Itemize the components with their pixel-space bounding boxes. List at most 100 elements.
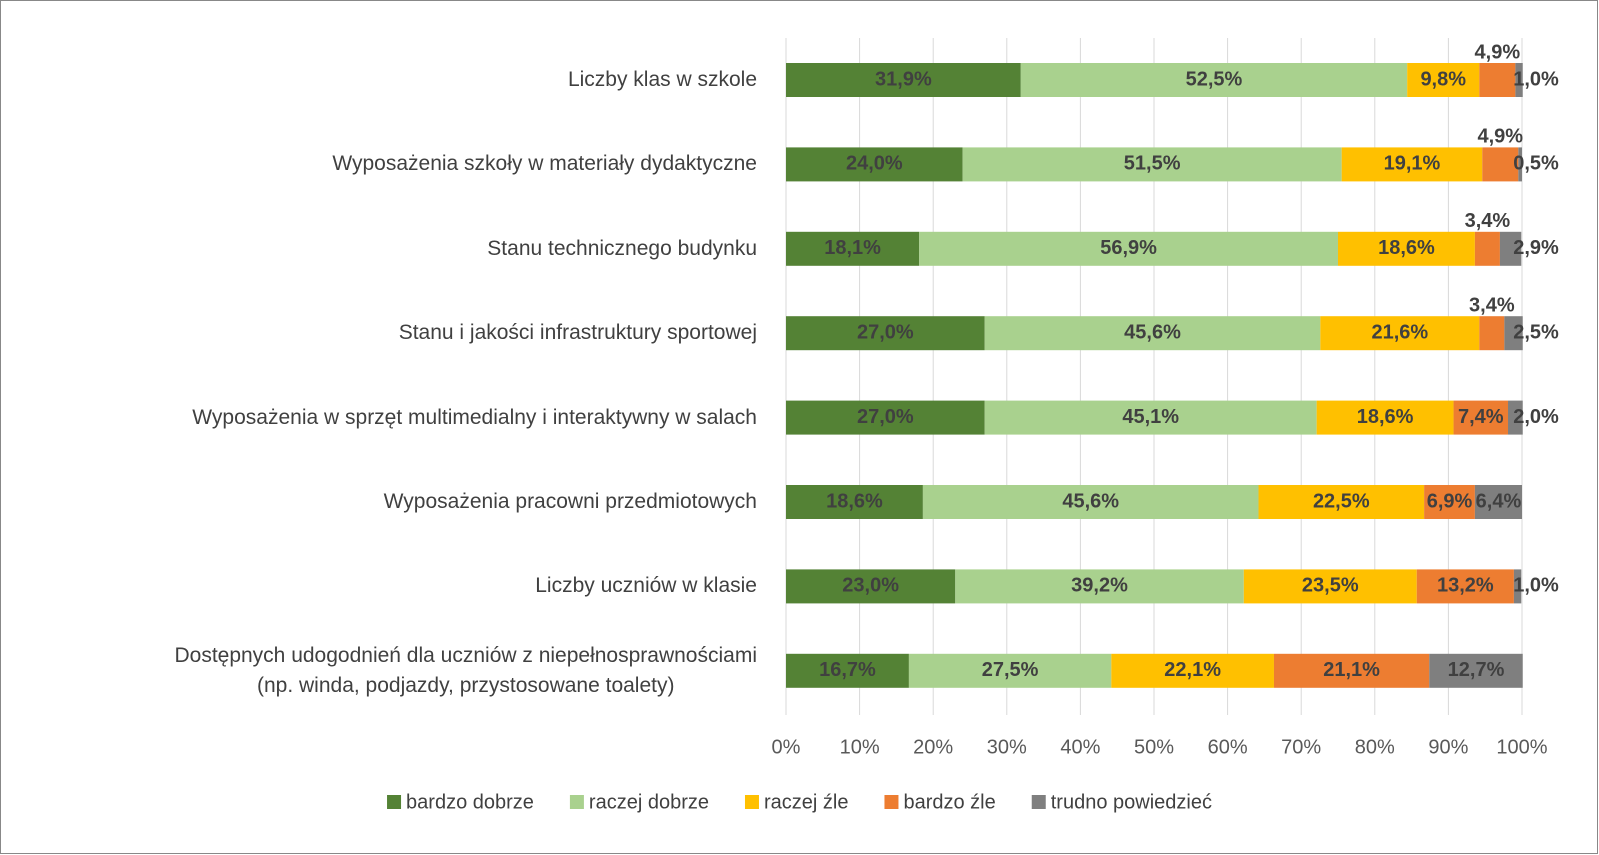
bar-segment bbox=[786, 400, 985, 435]
legend-label: trudno powiedzieć bbox=[1051, 791, 1212, 813]
bar-segment bbox=[786, 485, 923, 519]
legend-label: bardzo źle bbox=[903, 791, 995, 813]
bar-segment bbox=[1479, 63, 1516, 97]
legend: bardzo dobrze raczej dobrze raczej źle bard… bbox=[387, 791, 1212, 813]
data-label: 18,6% bbox=[826, 490, 883, 512]
bar-segment bbox=[1482, 147, 1519, 182]
x-tick-label: 100% bbox=[1496, 736, 1547, 758]
legend-swatch bbox=[744, 795, 759, 809]
bar-segment bbox=[919, 231, 1338, 266]
data-label: 39,2% bbox=[1071, 575, 1128, 597]
bar-segment bbox=[1258, 485, 1425, 519]
data-label: 45,6% bbox=[1062, 490, 1119, 512]
y-tick-label: Dostępnych udogodnień dla uczniów z niep… bbox=[174, 643, 757, 697]
legend-label: raczej źle bbox=[764, 791, 848, 813]
data-label: 7,4% bbox=[1458, 406, 1504, 428]
y-tick-label: Liczby uczniów w klasie bbox=[535, 574, 757, 598]
bar-segment bbox=[1479, 316, 1505, 351]
bar-segment bbox=[1513, 569, 1522, 604]
data-label: 45,1% bbox=[1122, 406, 1179, 428]
data-label: 23,0% bbox=[842, 575, 899, 597]
bar-segment bbox=[922, 485, 1259, 519]
data-label: 16,7% bbox=[819, 659, 876, 681]
data-label: 19,1% bbox=[1384, 153, 1441, 175]
bar-segment bbox=[1243, 569, 1417, 604]
data-label: 31,9% bbox=[875, 68, 932, 90]
y-tick-label: Liczby klas w szkole bbox=[567, 68, 757, 91]
bar-segment bbox=[1320, 316, 1480, 351]
x-tick-label: 50% bbox=[1134, 736, 1174, 758]
x-tick-label: 40% bbox=[1060, 736, 1100, 758]
data-label: 21,6% bbox=[1371, 321, 1428, 343]
data-label: 24,0% bbox=[846, 153, 903, 175]
y-tick-label: Wyposażenia szkoły w materiały dydaktycz… bbox=[332, 152, 757, 176]
data-label: 27,0% bbox=[857, 406, 914, 428]
bar-segment bbox=[786, 653, 909, 688]
x-tick-label: 70% bbox=[1281, 736, 1321, 758]
data-label: 21,1% bbox=[1323, 659, 1380, 681]
y-tick-label: Wyposażenia w sprzęt multimedialny i int… bbox=[192, 405, 757, 429]
bar-segment bbox=[984, 316, 1321, 351]
bar-segment bbox=[786, 231, 920, 266]
bar-segment bbox=[1474, 485, 1522, 519]
bar-segment bbox=[786, 569, 956, 604]
bar-segment bbox=[908, 653, 1112, 688]
bar-segment bbox=[1316, 400, 1454, 435]
data-label: 45,6% bbox=[1124, 321, 1181, 343]
bar-segment bbox=[1273, 653, 1430, 688]
data-label: 23,5% bbox=[1302, 575, 1359, 597]
legend-swatch bbox=[884, 795, 899, 809]
data-label: 9,8% bbox=[1420, 68, 1466, 90]
bar-segment bbox=[1474, 231, 1500, 266]
data-label: 18,1% bbox=[824, 237, 881, 259]
bar-segment bbox=[1515, 63, 1523, 97]
bar-segment bbox=[1407, 63, 1480, 97]
bar-segment bbox=[1499, 231, 1522, 266]
data-label: 52,5% bbox=[1186, 68, 1243, 90]
bar-segment bbox=[1341, 147, 1483, 182]
bar-segment bbox=[1338, 231, 1475, 266]
bar-segment bbox=[1453, 400, 1509, 435]
legend-label: raczej dobrze bbox=[589, 791, 709, 813]
data-label: 18,6% bbox=[1378, 237, 1435, 259]
bar-segment bbox=[962, 147, 1342, 182]
data-label: 2,9% bbox=[1513, 237, 1559, 259]
bar-segment bbox=[1508, 400, 1523, 435]
x-tick-label: 90% bbox=[1428, 736, 1468, 758]
y-tick-label: Stanu i jakości infrastruktury sportowej bbox=[398, 321, 757, 345]
legend-swatch bbox=[569, 795, 584, 809]
x-tick-label: 20% bbox=[913, 736, 953, 758]
bar-segment bbox=[955, 569, 1244, 604]
legend-swatch bbox=[1031, 795, 1046, 809]
data-label: 22,5% bbox=[1313, 490, 1370, 512]
data-label: 27,0% bbox=[857, 321, 914, 343]
bar-segment bbox=[1111, 653, 1274, 688]
bar-segment bbox=[1429, 653, 1523, 688]
data-label: 56,9% bbox=[1100, 237, 1157, 259]
data-label: 12,7% bbox=[1448, 659, 1505, 681]
bar-segment bbox=[786, 147, 963, 182]
data-label: 27,5% bbox=[982, 659, 1039, 681]
data-label: 22,1% bbox=[1164, 659, 1221, 681]
data-label: 4,9% bbox=[1477, 126, 1523, 148]
x-tick-label: 0% bbox=[772, 736, 801, 758]
data-label: 4,9% bbox=[1475, 41, 1521, 63]
legend-label: bardzo dobrze bbox=[406, 791, 534, 813]
data-label: 18,6% bbox=[1357, 406, 1414, 428]
legend-swatch bbox=[387, 795, 402, 809]
y-tick-label: Wyposażenia pracowni przedmiotowych bbox=[383, 490, 757, 513]
y-tick-label: Stanu technicznego budynku bbox=[487, 236, 757, 260]
x-tick-label: 10% bbox=[840, 736, 880, 758]
bar-segment bbox=[1020, 63, 1408, 97]
bar-segment bbox=[984, 400, 1317, 435]
x-tick-label: 60% bbox=[1208, 736, 1248, 758]
x-tick-label: 80% bbox=[1355, 736, 1395, 758]
data-label: 2,0% bbox=[1513, 406, 1559, 428]
data-label: 51,5% bbox=[1124, 153, 1181, 175]
bar-segment bbox=[1416, 569, 1514, 604]
data-label: 1,0% bbox=[1513, 68, 1559, 90]
data-label: 2,5% bbox=[1513, 321, 1559, 343]
